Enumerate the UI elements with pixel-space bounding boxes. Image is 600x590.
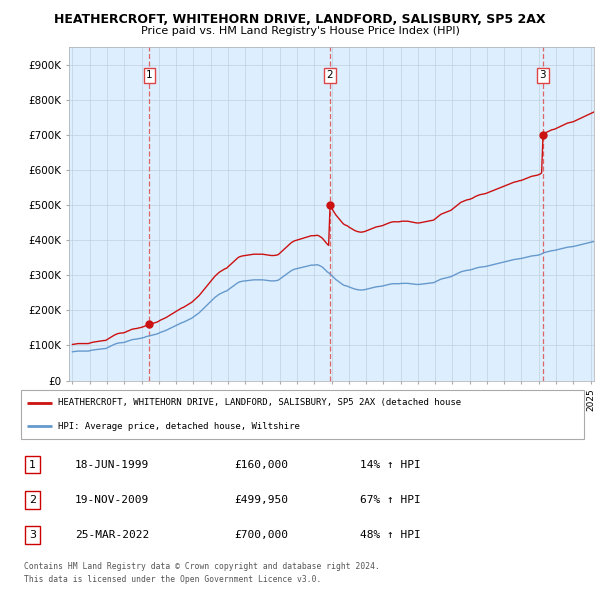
- Text: 2: 2: [29, 494, 36, 504]
- Text: 3: 3: [29, 530, 36, 540]
- Text: £700,000: £700,000: [235, 530, 289, 540]
- Text: 67% ↑ HPI: 67% ↑ HPI: [360, 494, 421, 504]
- Text: HEATHERCROFT, WHITEHORN DRIVE, LANDFORD, SALISBURY, SP5 2AX: HEATHERCROFT, WHITEHORN DRIVE, LANDFORD,…: [54, 13, 546, 26]
- Text: 3: 3: [539, 70, 546, 80]
- Text: 25-MAR-2022: 25-MAR-2022: [75, 530, 149, 540]
- Text: Contains HM Land Registry data © Crown copyright and database right 2024.: Contains HM Land Registry data © Crown c…: [24, 562, 380, 571]
- Text: £499,950: £499,950: [235, 494, 289, 504]
- Text: 48% ↑ HPI: 48% ↑ HPI: [360, 530, 421, 540]
- Text: 19-NOV-2009: 19-NOV-2009: [75, 494, 149, 504]
- Text: HPI: Average price, detached house, Wiltshire: HPI: Average price, detached house, Wilt…: [58, 421, 300, 431]
- Text: £160,000: £160,000: [235, 460, 289, 470]
- Text: 1: 1: [146, 70, 153, 80]
- Text: 14% ↑ HPI: 14% ↑ HPI: [360, 460, 421, 470]
- Text: This data is licensed under the Open Government Licence v3.0.: This data is licensed under the Open Gov…: [24, 575, 322, 584]
- Text: 18-JUN-1999: 18-JUN-1999: [75, 460, 149, 470]
- Text: 2: 2: [326, 70, 333, 80]
- FancyBboxPatch shape: [21, 391, 584, 438]
- Text: HEATHERCROFT, WHITEHORN DRIVE, LANDFORD, SALISBURY, SP5 2AX (detached house: HEATHERCROFT, WHITEHORN DRIVE, LANDFORD,…: [58, 398, 461, 408]
- Text: Price paid vs. HM Land Registry's House Price Index (HPI): Price paid vs. HM Land Registry's House …: [140, 26, 460, 36]
- Text: 1: 1: [29, 460, 36, 470]
